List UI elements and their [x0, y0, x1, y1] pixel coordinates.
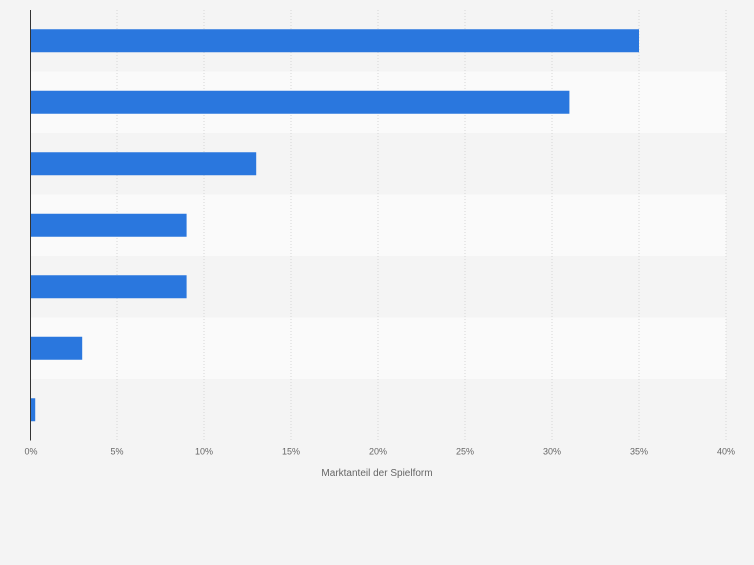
x-axis-ticks: 0% 5% 10% 15% 20% 25% 30% 35% 40%	[24, 447, 735, 457]
bar	[30, 213, 187, 237]
row-band	[30, 317, 726, 379]
bars	[30, 29, 639, 422]
x-tick-label: 10%	[195, 447, 213, 457]
x-axis-label: Marktanteil der Spielform	[321, 468, 432, 479]
bar	[30, 29, 639, 53]
bar	[30, 398, 36, 422]
x-tick-label: 40%	[717, 447, 735, 457]
x-tick-label: 25%	[456, 447, 474, 457]
bar	[30, 275, 187, 299]
bar	[30, 152, 257, 176]
bar	[30, 336, 83, 360]
x-tick-label: 30%	[543, 447, 561, 457]
x-tick-label: 15%	[282, 447, 300, 457]
x-tick-label: 0%	[24, 447, 37, 457]
x-tick-label: 20%	[369, 447, 387, 457]
x-tick-label: 35%	[630, 447, 648, 457]
bar	[30, 90, 570, 114]
x-tick-label: 5%	[110, 447, 123, 457]
